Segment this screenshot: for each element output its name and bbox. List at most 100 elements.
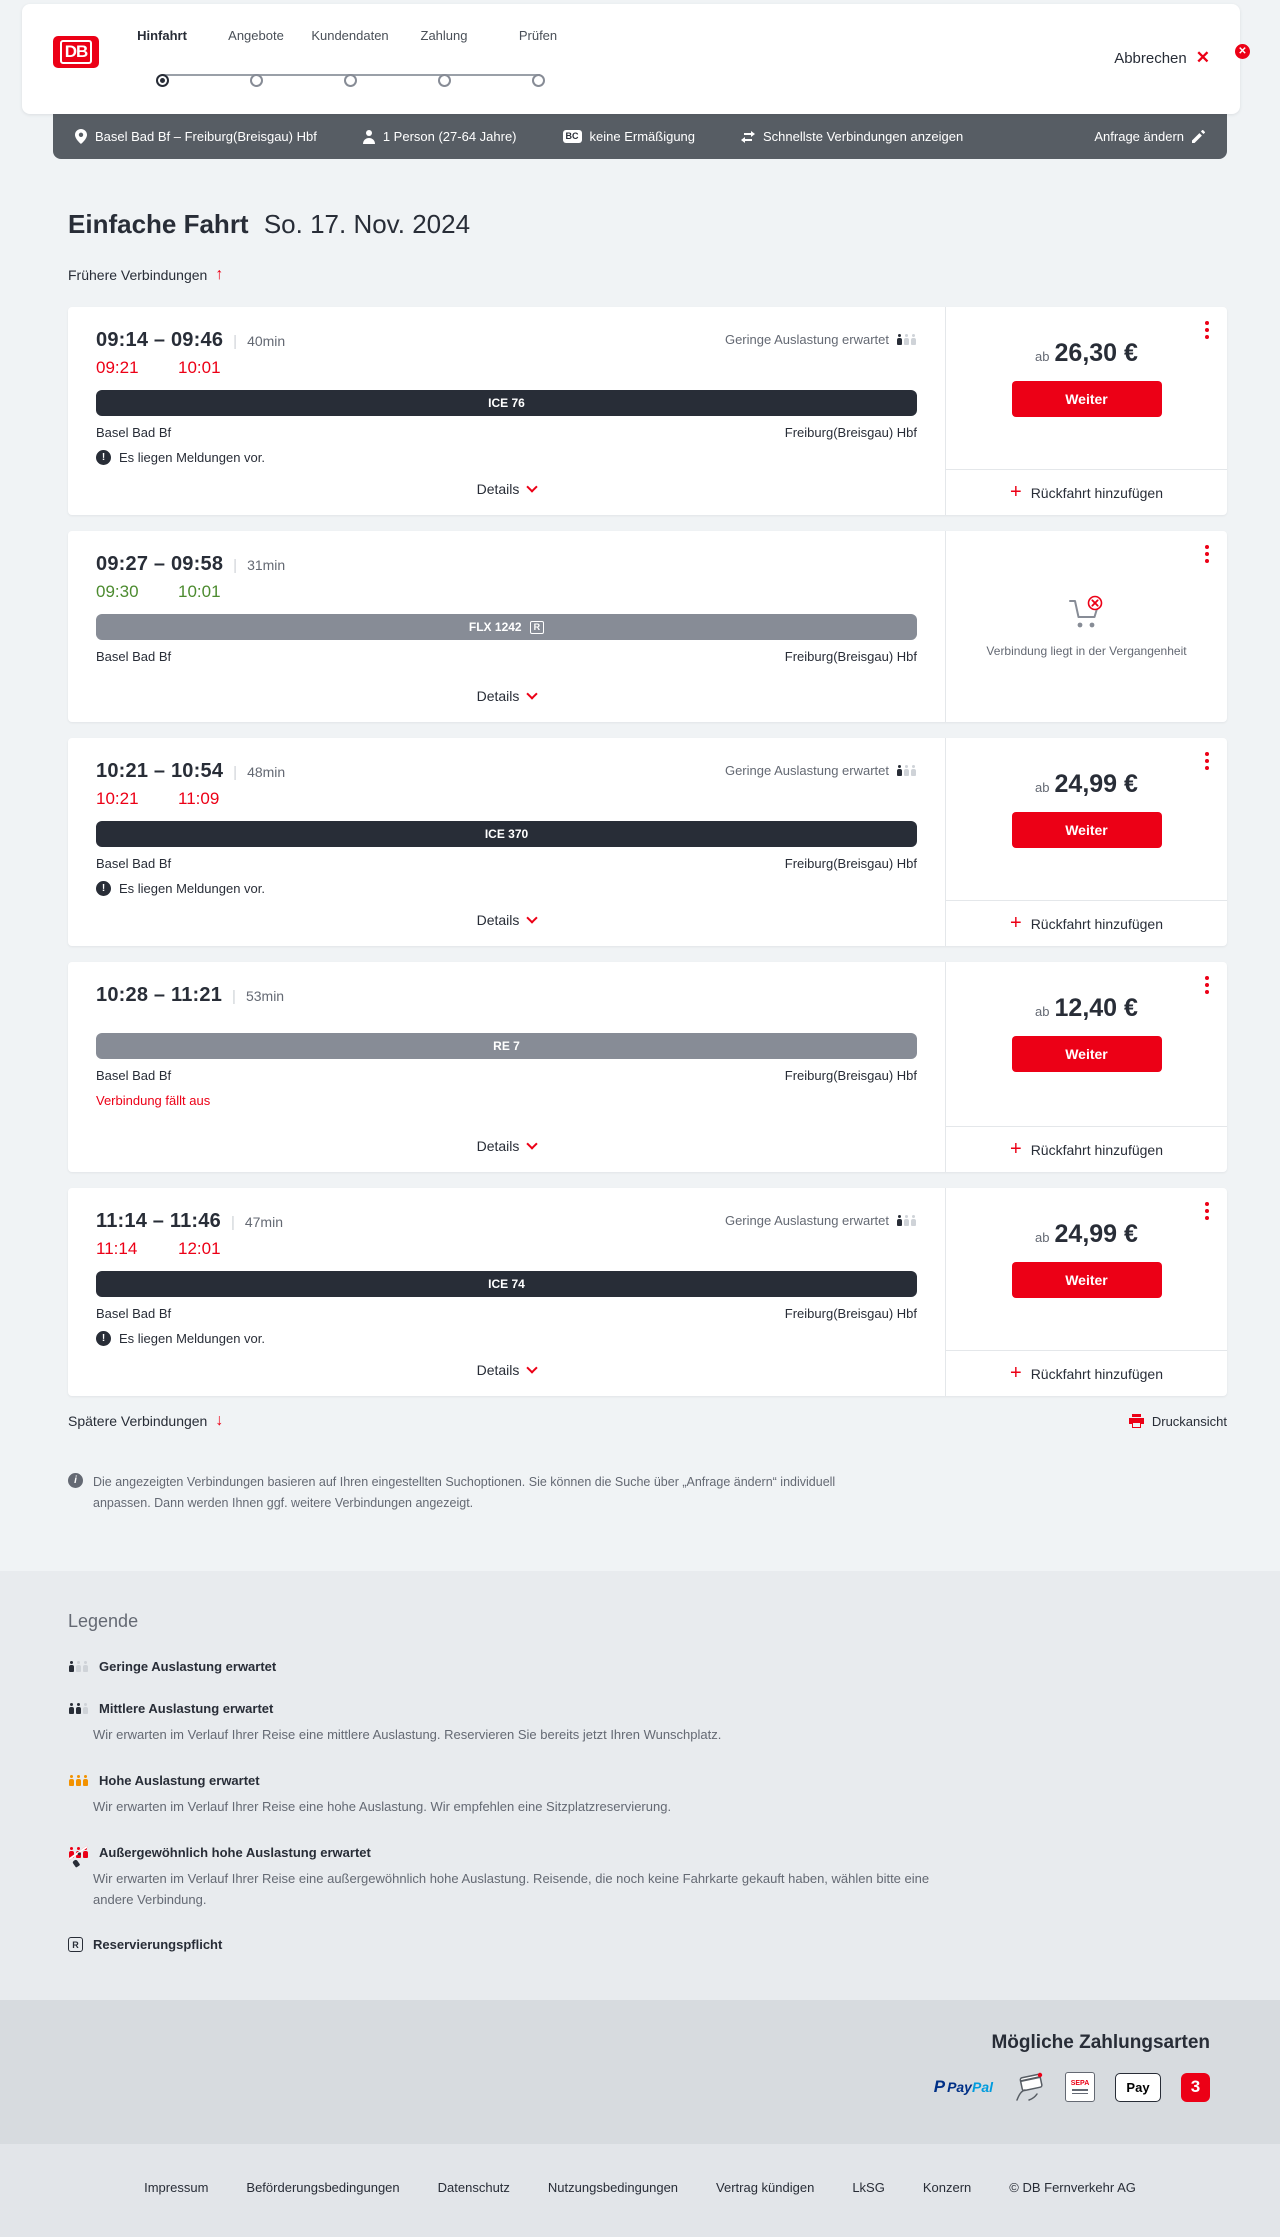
weiter-button[interactable]: Weiter [1011,812,1162,848]
legend-item: Außergewöhnlich hohe Auslastung erwartet… [68,1845,1227,1911]
arrow-up-icon: ↑ [215,266,224,283]
connection-duration: 40min [247,333,286,349]
add-return-button[interactable]: + Rückfahrt hinzufügen [946,900,1227,946]
occupancy-low-icon [896,765,917,776]
occupancy-indicator: Geringe Auslastung erwartet [725,332,917,347]
realtime-times: 09:21 10:01 [96,358,917,378]
realtime-arrival: 12:01 [178,1239,221,1258]
footer-link-nutzungsbedingungen[interactable]: Nutzungsbedingungen [547,2180,679,2196]
connection-duration: 53min [245,988,285,1004]
search-criteria-bar: Basel Bad Bf – Freiburg(Breisgau) Hbf 1 … [53,114,1227,159]
cancel-button[interactable]: Abbrechen ✕ [1114,48,1210,68]
apple-pay-icon: Pay [1115,2072,1161,2102]
db-logo[interactable]: DB [53,36,99,68]
occupancy-low-icon [896,1215,917,1226]
kebab-menu-button[interactable] [1203,319,1211,341]
train-label: ICE 74 [488,1277,525,1291]
cancelled-icon: ✕ [1235,44,1250,59]
footer-link-datenschutz[interactable]: Datenschutz [437,2180,510,2196]
chevron-down-icon [526,1138,539,1150]
step-hinfahrt[interactable]: Hinfahrt [92,28,232,87]
connection-times: 10:21 – 10:54 [96,760,224,782]
step-angebote[interactable]: Angebote [186,28,326,87]
train-segment-bar: FLX 1242 R [96,614,917,640]
weiter-button[interactable]: Weiter [1011,1262,1162,1298]
notice-icon: ! [96,450,111,465]
footer-link-vertrag-kuendigen[interactable]: Vertrag kündigen [716,2180,815,2196]
step-kundendaten[interactable]: Kundendaten [280,28,420,87]
realtime-arrival: 11:09 [178,789,220,808]
weiter-button[interactable]: Weiter [1011,1036,1162,1072]
plus-icon: + [1010,1361,1022,1384]
legend-item: Hohe Auslastung erwartet Wir erwarten im… [68,1773,1227,1818]
connection-booking-panel: Verbindung liegt in der Vergangenheit [945,531,1227,722]
footer-link-impressum[interactable]: Impressum [144,2180,209,2196]
footer-link-konzern[interactable]: Konzern [922,2180,972,2196]
connection-summary: 10:28 – 11:21 | 53min RE 7 Basel Bad Bf … [68,44,1250,1172]
connection-duration: 31min [247,557,286,573]
connection-times: 09:14 – 09:46 [96,329,224,351]
kebab-menu-button[interactable] [1203,543,1211,565]
kebab-menu-button[interactable] [1203,974,1211,996]
legend-section: Legende Geringe Auslastung erwartet Mitt… [0,1571,1280,2001]
legend-item: R Reservierungspflicht [68,1937,1227,1953]
add-return-button[interactable]: + Rückfahrt hinzufügen [946,469,1227,515]
realtime-departure: 11:14 [96,1239,138,1258]
price-value: 26,30 € [1054,339,1138,367]
footer-link-befoerderungsbedingungen[interactable]: Beförderungsbedingungen [246,2180,400,2196]
details-toggle[interactable]: Details [96,1130,917,1164]
price-value: 24,99 € [1054,770,1138,798]
credit-card-icon [1013,2072,1045,2102]
occupancy-medium-icon [68,1703,89,1714]
realtime-departure: 09:21 [96,358,139,377]
voucher-icon: 3 [1181,2072,1210,2102]
connection-card: 10:21 – 10:54 | 48min Geringe Auslastung… [68,738,1227,946]
train-label: FLX 1242 [468,620,522,634]
footer-link-lksg[interactable]: LkSG [852,2180,885,2196]
step-dot-active [155,74,169,87]
train-segment-bar: ICE 370 [96,821,917,847]
details-toggle[interactable]: Details [96,680,917,714]
step-dot [249,74,263,87]
realtime-arrival: 10:01 [178,582,221,601]
arrow-down-icon: ↓ [215,1412,224,1429]
destination-station: Freiburg(Breisgau) Hbf [784,1306,917,1321]
connection-card: 11:14 – 11:46 | 47min Geringe Auslastung… [68,1188,1227,1396]
sepa-icon: SEPA [1065,2072,1095,2103]
realtime-times: 11:14 12:01 [96,1239,917,1259]
price: ab 24,99 € [1035,1220,1138,1248]
kebab-menu-button[interactable] [1203,750,1211,772]
page-title: Einfache Fahrt So. 17. Nov. 2024 [68,209,1227,240]
step-zahlung[interactable]: Zahlung [374,28,514,87]
connection-summary: 11:14 – 11:46 | 47min Geringe Auslastung… [68,1188,945,1396]
edit-request-button[interactable]: Anfrage ändern [1094,129,1205,144]
realtime-departure: 09:30 [96,582,139,601]
chevron-down-icon [526,688,539,700]
train-segment-bar: ICE 76 [96,390,917,416]
pencil-icon [1192,130,1205,143]
step-pruefen[interactable]: Prüfen [468,28,608,87]
occupancy-label: Geringe Auslastung erwartet [724,332,889,347]
earlier-connections-link[interactable]: Frühere Verbindungen ↑ [68,266,224,283]
connection-list: 09:14 – 09:46 | 40min Geringe Auslastung… [68,44,1250,1396]
details-toggle[interactable]: Details [96,904,917,938]
later-connections-link[interactable]: Spätere Verbindungen ↓ [68,1412,224,1429]
trip-type-label: Einfache Fahrt [68,209,249,239]
connection-card: 10:28 – 11:21 | 53min RE 7 Basel Bad Bf … [68,44,1250,1172]
add-return-button[interactable]: + Rückfahrt hinzufügen [946,1126,1227,1172]
occupancy-low-icon [68,1661,89,1672]
connection-summary: 09:14 – 09:46 | 40min Geringe Auslastung… [68,307,945,515]
kebab-menu-button[interactable] [1203,1200,1211,1222]
print-view-link[interactable]: Druckansicht [1128,1414,1227,1429]
add-return-button[interactable]: + Rückfahrt hinzufügen [946,1350,1227,1396]
edit-request-label: Anfrage ändern [1094,129,1184,144]
realtime-arrival: 10:01 [178,358,221,377]
occupancy-label: Geringe Auslastung erwartet [724,763,889,778]
weiter-button[interactable]: Weiter [1011,381,1162,417]
details-toggle[interactable]: Details [96,473,917,507]
details-toggle[interactable]: Details [96,1354,917,1388]
location-pin-icon [75,129,87,144]
step-dot [343,74,357,87]
progress-stepper: Hinfahrt Angebote Kundendaten Zahlung Pr… [137,28,620,92]
plus-icon: + [1010,911,1022,934]
